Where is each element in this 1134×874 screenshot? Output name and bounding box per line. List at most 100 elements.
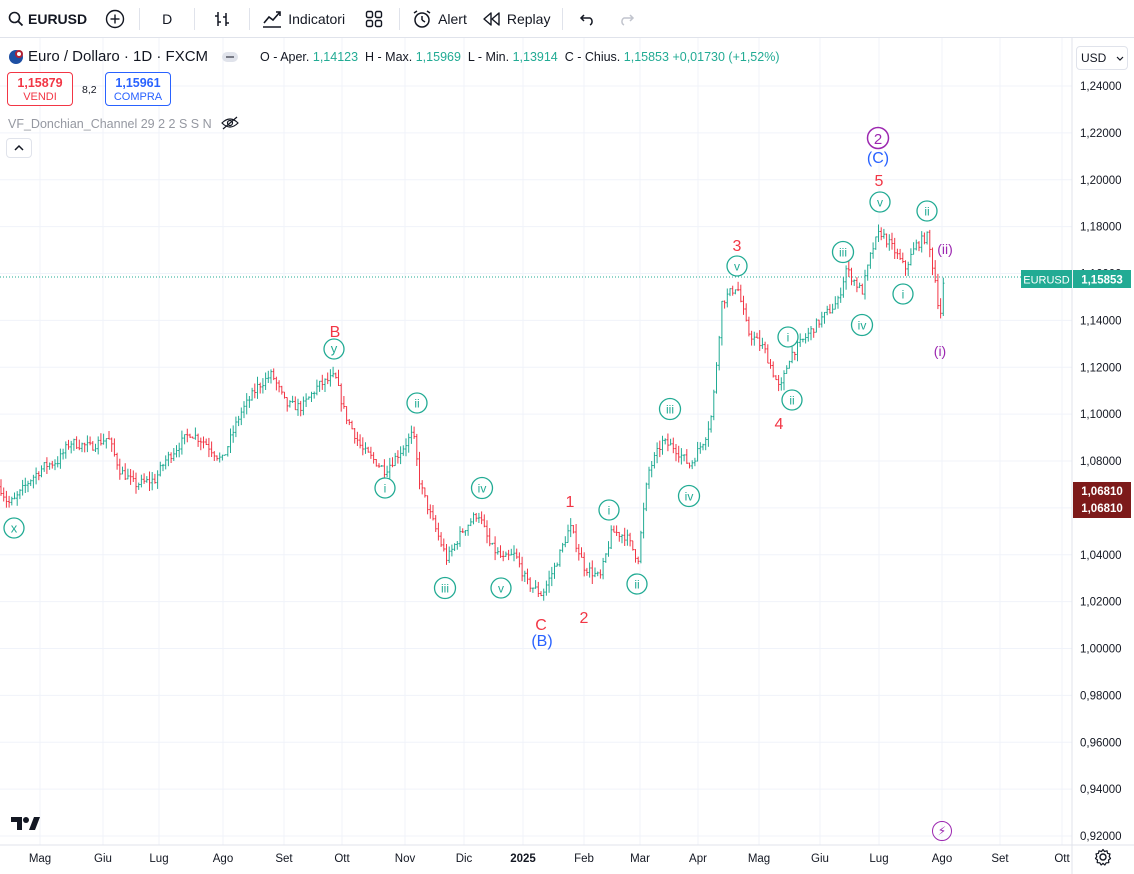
sell-button[interactable]: 1,15879 VENDI [7, 72, 73, 106]
ohlc-bar [277, 380, 281, 393]
ohlc-bar [97, 436, 100, 455]
currency-selector[interactable]: USD [1076, 46, 1128, 70]
ohlc-bar [172, 448, 175, 461]
ohlc-bar [493, 536, 497, 561]
wave-label-iv[interactable]: iv [677, 484, 701, 508]
wave-label-1[interactable]: 1 [566, 494, 575, 511]
ohlc-bar [207, 437, 211, 458]
ohlc-bar [348, 419, 351, 426]
wave-label-ii[interactable]: ii [406, 392, 428, 414]
ohlc-bar [2, 487, 5, 502]
price-tick-label: 1,22000 [1080, 128, 1122, 140]
wave-label-v[interactable]: v [490, 577, 512, 599]
wave-label-iii[interactable]: iii [433, 576, 457, 600]
wave-label-v[interactable]: v [869, 191, 891, 213]
buy-button[interactable]: 1,15961 COMPRA [105, 72, 171, 106]
timeframe-button[interactable]: D [144, 0, 190, 38]
wave-label-2[interactable]: 2 [580, 610, 589, 627]
indicator-legend[interactable]: VF_Donchian_Channel 29 2 2 S S N [8, 116, 239, 131]
wave-label-i-paren[interactable]: (i) [934, 343, 946, 359]
ohlc-bar [245, 393, 248, 415]
wave-label-i[interactable]: i [598, 499, 620, 521]
legend-toggle[interactable] [222, 51, 239, 62]
axis-settings-button[interactable] [1094, 848, 1114, 868]
wave-label-5[interactable]: 5 [875, 173, 884, 190]
wave-label-B[interactable]: B [330, 324, 341, 341]
wave-label-y[interactable]: y [323, 338, 345, 360]
time-tick-label: Ott [334, 853, 350, 865]
wave-label-C-paren[interactable]: (C) [867, 150, 889, 167]
toolbar-divider [249, 7, 251, 30]
ohlc-bar [761, 337, 764, 349]
wave-label-4[interactable]: 4 [775, 416, 784, 433]
ohlc-bar [661, 435, 664, 455]
ohlc-bar [539, 591, 543, 597]
chart-type-button[interactable] [199, 0, 245, 38]
ohlc-bar [53, 459, 57, 471]
undo-button[interactable] [567, 0, 609, 38]
ohlc-bar [340, 383, 343, 412]
time-tick-label: Ago [932, 853, 952, 865]
wave-label-C[interactable]: C [535, 617, 547, 634]
undo-icon [580, 13, 594, 26]
wave-label-ii[interactable]: ii [626, 573, 648, 595]
wave-label-3[interactable]: 3 [733, 238, 742, 255]
alert-button[interactable]: Alert [404, 0, 475, 38]
compare-symbol-button[interactable] [95, 0, 135, 38]
ohlc-bar [329, 369, 332, 387]
symbol-search[interactable]: EURUSD [0, 0, 95, 38]
ohlc-bar [877, 224, 880, 242]
eye-hidden-icon[interactable] [221, 116, 239, 130]
ohlc-bar [553, 562, 556, 579]
wave-label-ii[interactable]: ii [781, 389, 803, 411]
wave-label-v[interactable]: v [726, 255, 748, 277]
price-tick-label: 1,04000 [1080, 550, 1122, 562]
flash-icon[interactable]: ⚡ [932, 821, 952, 841]
ohlc-bar [561, 542, 564, 553]
time-tick-label: Mar [630, 853, 650, 865]
wave-label-ii-paren[interactable]: (ii) [937, 241, 953, 257]
tradingview-logo[interactable] [10, 814, 42, 837]
wave-label-iv[interactable]: iv [470, 476, 494, 500]
layout-button[interactable] [353, 0, 395, 38]
high-label: H - Max. [365, 49, 413, 64]
wave-label-circled-2[interactable]: 2 [866, 126, 890, 150]
ohlc-bar [137, 482, 140, 490]
time-tick-label: Apr [689, 853, 707, 865]
currency-label: USD [1081, 51, 1107, 65]
symbol-title[interactable]: Euro / Dollaro · 1D · FXCM [28, 48, 209, 65]
ohlc-bar [437, 522, 440, 541]
price-chart[interactable]: 1,240001,220001,200001,180001,160001,140… [0, 38, 1134, 874]
last-price-symbol: EURUSD [1023, 275, 1070, 287]
wave-label-i[interactable]: i [374, 477, 396, 499]
ohlc-bar [48, 462, 51, 470]
collapse-legend-button[interactable] [6, 138, 32, 158]
ohlc-bar [5, 490, 8, 508]
wave-label-i[interactable]: i [777, 326, 799, 348]
ohlc-bar [747, 316, 751, 337]
wave-label-iii[interactable]: iii [831, 240, 855, 264]
ohlc-bar [226, 446, 229, 457]
ohlc-bar [699, 442, 702, 454]
ohlc-bar [404, 438, 408, 457]
ohlc-bar [809, 326, 813, 341]
ohlc-bar [153, 473, 157, 484]
replay-button[interactable]: Replay [475, 0, 559, 38]
wave-label-ii[interactable]: ii [916, 200, 938, 222]
redo-button[interactable] [609, 0, 643, 38]
ohlc-bar [418, 451, 421, 490]
ohlc-bar [745, 303, 748, 322]
ohlc-bar [655, 442, 659, 464]
indicators-button[interactable]: Indicatori [254, 0, 353, 38]
indicators-icon [263, 10, 282, 28]
wave-label-iii[interactable]: iii [658, 397, 682, 421]
wave-label-iv[interactable]: iv [850, 313, 874, 337]
ohlc-bar [739, 284, 742, 303]
ohlc-bar [566, 524, 570, 543]
ohlc-bar [45, 457, 49, 474]
wave-label-i[interactable]: i [892, 283, 914, 305]
wave-label-x[interactable]: x [3, 517, 25, 539]
open-label: O - Aper. [260, 49, 310, 64]
wave-label-B-paren[interactable]: (B) [531, 633, 552, 650]
buy-label: COMPRA [113, 91, 163, 103]
